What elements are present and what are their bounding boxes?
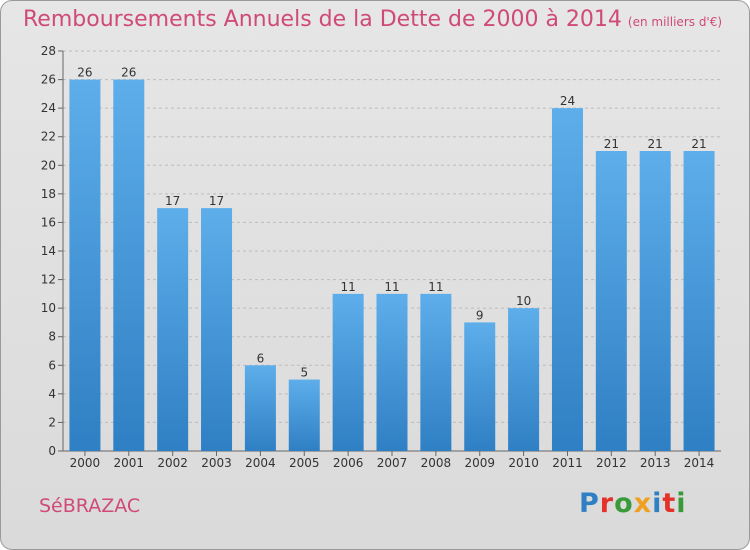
bar	[551, 108, 583, 452]
commune-name: SéBRAZAC	[39, 495, 141, 517]
y-tick-label: 4	[48, 387, 56, 401]
data-label: 21	[604, 137, 619, 151]
y-tick-label: 22	[41, 130, 56, 144]
logo-letter: o	[614, 488, 634, 519]
bar	[157, 208, 189, 451]
logo-letter: x	[633, 488, 653, 519]
bars	[69, 79, 715, 452]
logo-letter: i	[676, 488, 687, 519]
data-label: 5	[300, 366, 308, 380]
x-tick-label: 2009	[464, 456, 495, 470]
x-tick-label: 2007	[377, 456, 408, 470]
y-tick-label: 28	[41, 44, 56, 58]
x-tick-label: 2003	[201, 456, 232, 470]
logo-letter: i	[652, 488, 663, 519]
data-label: 17	[165, 194, 180, 208]
bar	[376, 293, 408, 451]
x-tick-label: 2001	[114, 456, 145, 470]
y-tick-label: 20	[41, 158, 56, 172]
data-labels: 26 26 17 17 6 5 11 11 11 9 10 24 21 21 21	[77, 66, 706, 380]
logo-letter: P	[579, 488, 600, 519]
x-tick-label: 2002	[157, 456, 188, 470]
bar	[244, 365, 276, 451]
bar	[464, 322, 496, 451]
bar	[113, 79, 145, 452]
bar	[420, 293, 452, 451]
data-label: 11	[340, 280, 355, 294]
x-tick-label: 2008	[421, 456, 452, 470]
x-tick-label: 2004	[245, 456, 276, 470]
data-label: 6	[257, 351, 265, 365]
data-label: 26	[77, 66, 92, 80]
data-label: 11	[384, 280, 399, 294]
y-tick-label: 2	[48, 415, 56, 429]
x-tick-label: 2011	[552, 456, 583, 470]
bar	[288, 379, 320, 451]
x-tick-label: 2005	[289, 456, 320, 470]
chart-unit: (en milliers d'€)	[627, 15, 723, 29]
data-label: 21	[648, 137, 663, 151]
data-label: 17	[209, 194, 224, 208]
x-tick-label: 2013	[640, 456, 671, 470]
bar	[69, 79, 101, 452]
data-label: 10	[516, 294, 531, 308]
y-tick-label: 6	[48, 358, 56, 372]
data-label: 26	[121, 66, 136, 80]
y-tick-label: 24	[41, 101, 56, 115]
data-label: 9	[476, 308, 484, 322]
bar	[508, 308, 540, 451]
y-tick-label: 0	[48, 444, 56, 458]
y-tick-label: 12	[41, 273, 56, 287]
x-tick-label: 2010	[508, 456, 539, 470]
logo-letter: t	[662, 488, 677, 519]
data-label: 21	[691, 137, 706, 151]
x-tick-label: 2014	[684, 456, 715, 470]
x-tick-label: 2000	[70, 456, 101, 470]
y-tick-label: 14	[41, 244, 56, 258]
bar	[201, 208, 233, 451]
y-tick-label: 16	[41, 215, 56, 229]
y-tick-label: 18	[41, 187, 56, 201]
data-label: 11	[428, 280, 443, 294]
chart-title-text: Remboursements Annuels de la Dette de 20…	[23, 7, 622, 32]
y-tick-label: 10	[41, 301, 56, 315]
y-tick-label: 26	[41, 73, 56, 87]
x-tick-label: 2006	[333, 456, 364, 470]
bar	[639, 151, 671, 451]
data-label: 24	[560, 94, 575, 108]
y-tick-label: 8	[48, 330, 56, 344]
bar	[683, 151, 715, 451]
chart-title: Remboursements Annuels de la Dette de 20…	[23, 7, 722, 32]
x-tick-label: 2012	[596, 456, 627, 470]
logo-letter: r	[599, 488, 615, 519]
bar	[595, 151, 627, 451]
bar	[332, 293, 364, 451]
proxiti-logo: Proxiti	[579, 488, 687, 519]
